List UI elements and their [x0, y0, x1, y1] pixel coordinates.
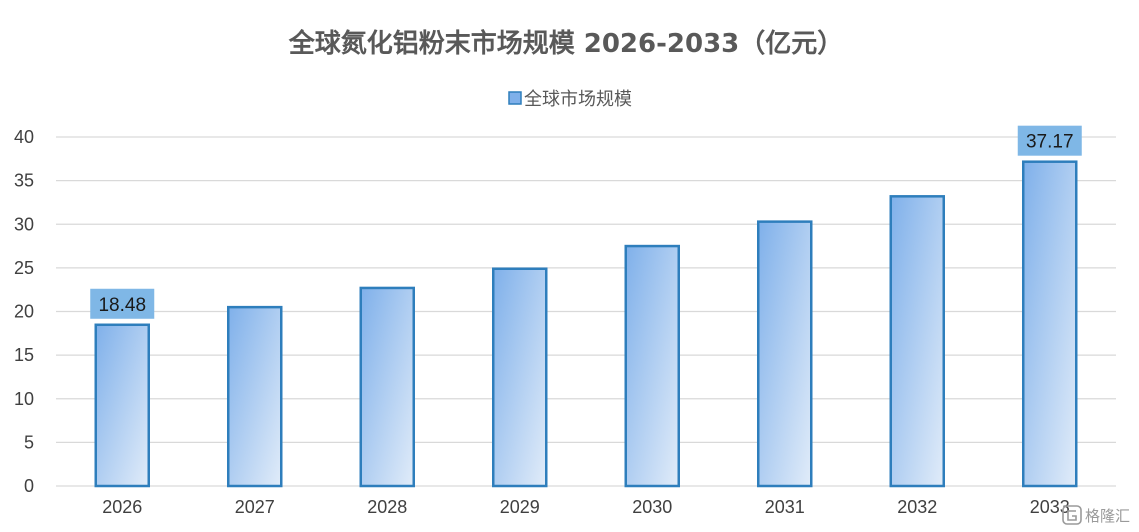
legend-label: 全球市场规模 [524, 89, 632, 110]
x-tick-label: 2033 [1030, 497, 1070, 517]
watermark: 格隆汇 [1062, 505, 1130, 525]
bar-2027 [227, 305, 283, 488]
bar-2030 [624, 244, 680, 488]
bar-2033 [1022, 160, 1078, 488]
data-label-2033: 37.17 [1017, 125, 1082, 156]
y-tick-label: 20 [14, 302, 34, 322]
y-tick-label: 35 [14, 171, 34, 191]
data-labels: 18.48 37.17 [90, 125, 1082, 319]
grid-lines [56, 136, 1116, 487]
bar-2032 [889, 195, 945, 488]
x-tick-label: 2027 [235, 497, 275, 517]
bar-2031 [757, 220, 813, 488]
data-label-text: 18.48 [98, 295, 146, 316]
x-tick-label: 2030 [632, 497, 672, 517]
watermark-text: 格隆汇 [1085, 507, 1130, 525]
y-tick-label: 0 [24, 476, 34, 496]
x-tick-label: 2032 [897, 497, 937, 517]
legend-swatch [508, 91, 522, 105]
bar-2029 [492, 267, 548, 488]
y-tick-label: 25 [14, 258, 34, 278]
y-tick-label: 15 [14, 345, 34, 365]
y-tick-label: 10 [14, 389, 34, 409]
x-tick-label: 2031 [765, 497, 805, 517]
y-axis-ticks: 0 5 10 15 20 25 30 35 40 [14, 127, 34, 496]
data-label-2026: 18.48 [90, 288, 155, 319]
bar-2028 [359, 286, 415, 488]
data-label-box [90, 288, 155, 319]
legend: 全球市场规模 [508, 89, 632, 110]
data-label-text: 37.17 [1026, 132, 1074, 153]
y-tick-label: 5 [24, 432, 34, 452]
y-tick-label: 40 [14, 127, 34, 147]
glh-logo-icon [1062, 505, 1082, 525]
x-tick-label: 2026 [102, 497, 142, 517]
chart-title: 全球氮化铝粉末市场规模 2026-2033（亿元） [288, 28, 844, 59]
data-label-box [1017, 125, 1082, 156]
y-tick-label: 30 [14, 214, 34, 234]
bar-2026 [94, 323, 150, 488]
x-axis-ticks: 2026 2027 2028 2029 2030 2031 2032 2033 [102, 497, 1070, 517]
x-tick-label: 2029 [500, 497, 540, 517]
bars [94, 160, 1078, 488]
x-tick-label: 2028 [367, 497, 407, 517]
